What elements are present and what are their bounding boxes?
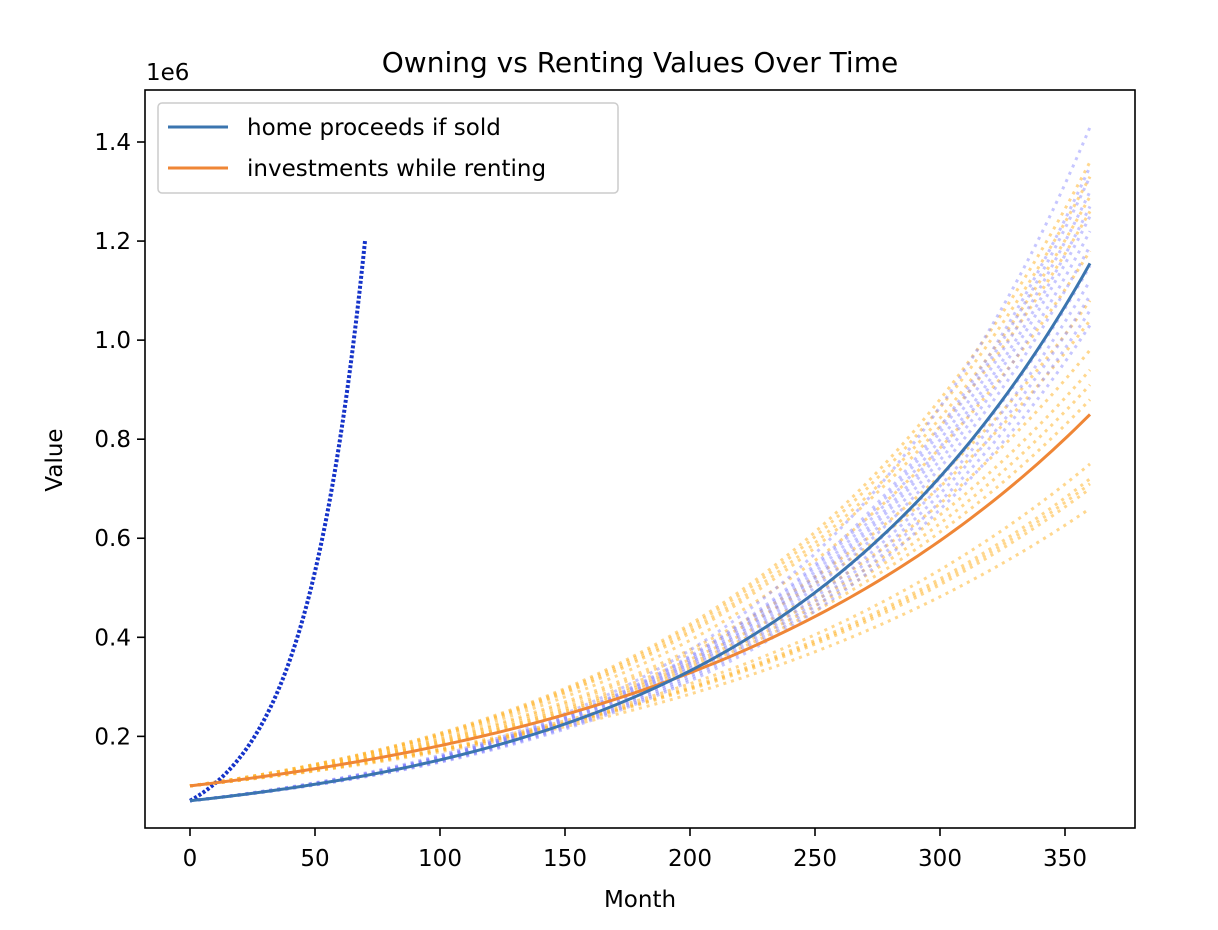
- home-simulation-line-3: [189, 190, 1092, 803]
- x-axis-title: Month: [604, 887, 676, 913]
- legend-label-invest: investments while renting: [247, 156, 546, 182]
- investments-while-renting-line: [189, 413, 1092, 788]
- invest-simulation-line-10: [189, 398, 1092, 788]
- home-simulation-line-1: [189, 166, 1092, 803]
- y-axis-ticks: 0.2 0.4 0.6 0.8 1.0 1.2 1.4: [94, 130, 145, 750]
- y-tick-label: 1.2: [94, 229, 131, 255]
- legend-label-home: home proceeds if sold: [247, 115, 501, 141]
- y-tick-label: 1.4: [94, 130, 131, 156]
- home-simulation-line-5: [189, 215, 1092, 803]
- plot-frame: [144, 89, 1136, 829]
- x-tick-label: 300: [918, 846, 962, 872]
- y-axis-title: Value: [42, 428, 68, 491]
- legend-box: [157, 102, 619, 194]
- x-tick-label: 150: [543, 846, 587, 872]
- legend: home proceeds if sold investments while …: [157, 102, 619, 194]
- x-tick-label: 50: [300, 846, 329, 872]
- invest-simulation-line-14: [189, 487, 1091, 788]
- chart-title: Owning vs Renting Values Over Time: [382, 46, 898, 79]
- x-tick-label: 100: [418, 846, 462, 872]
- invest-simulation-line-8: [189, 368, 1092, 788]
- invest-simulation-line-11: [189, 462, 1091, 788]
- x-tick-label: 350: [1043, 846, 1087, 872]
- x-tick-label: 250: [793, 846, 837, 872]
- home-simulation-start-band: [189, 240, 367, 803]
- x-tick-label: 200: [668, 846, 712, 872]
- y-tick-label: 0.4: [94, 625, 131, 651]
- home-proceeds-line: [189, 262, 1092, 803]
- home-simulation-line-4: [189, 205, 1092, 803]
- x-tick-label: 0: [183, 846, 198, 872]
- invest-simulation-line-15: [189, 507, 1091, 788]
- y-offset-label: 1e6: [146, 60, 189, 86]
- invest-simulation-line-6: [189, 319, 1092, 788]
- home-simulation-line-11: [189, 309, 1092, 803]
- y-tick-label: 0.6: [94, 526, 131, 552]
- plot-lines: [189, 126, 1092, 803]
- y-tick-label: 0.2: [94, 724, 131, 750]
- y-tick-label: 0.8: [94, 427, 131, 453]
- home-simulation-line-9: [189, 279, 1092, 803]
- y-tick-label: 1.0: [94, 328, 131, 354]
- x-axis-ticks: 0 50 100 150 200 250 300 350: [183, 828, 1087, 872]
